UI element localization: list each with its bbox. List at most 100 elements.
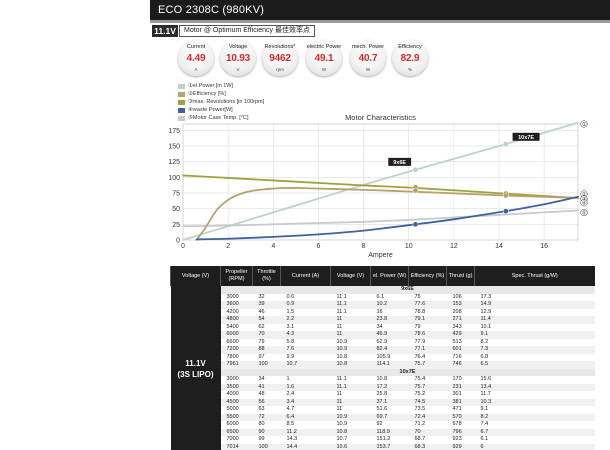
table-cell: 77.9 [408, 338, 447, 346]
column-header: Voltage (V) [170, 266, 221, 286]
performance-table: Voltage (V) Propeller (RPM) Throttle (%)… [170, 266, 595, 450]
table-cell: 23.8 [370, 316, 409, 324]
voltage-cell-value: 11.1V [185, 358, 206, 368]
table-cell: 16 [370, 308, 409, 316]
table-row: 5500 72 6.4 10.9 69.7 72.4 570 8.2 [171, 413, 595, 421]
table-cell: 7800 [220, 353, 253, 361]
voltage-tag: 11.1V [152, 25, 178, 37]
table-cell: 10.1 [474, 323, 595, 331]
table-cell: 10.9 [330, 338, 371, 346]
table-cell: 2.4 [280, 391, 331, 399]
table-cell: 5000 [220, 406, 253, 414]
table-cell: 4.3 [280, 331, 331, 339]
table-cell: 75.4 [408, 376, 447, 384]
table-cell: 71.2 [408, 421, 447, 429]
table-cell: 51.6 [370, 406, 409, 414]
table-cell: 46 [252, 308, 281, 316]
legend-swatch [178, 99, 185, 105]
data-point [412, 166, 419, 173]
table-cell: 34 [252, 376, 281, 384]
legend-item: ①el.Power [in 1W] [178, 82, 378, 90]
table-cell: 343 [446, 323, 475, 331]
table-cell: 929 [446, 443, 475, 450]
table-cell: 271 [446, 316, 475, 324]
table-group-label: 9x6E [220, 286, 595, 294]
table-cell: 68.7 [408, 436, 447, 444]
table-cell: 10.9 [330, 413, 371, 421]
y-tick-label: 125 [168, 159, 180, 166]
table-cell: 75.2 [408, 391, 447, 399]
metric-unit: A [194, 67, 198, 72]
annotation-tag [512, 132, 540, 141]
metric-unit: W [321, 67, 327, 72]
table-cell: 25.8 [370, 391, 409, 399]
voltage-cell: 11.1V (3S LIPO) [170, 286, 221, 450]
table-cell: 92 [370, 421, 409, 429]
table-cell: 73.5 [408, 406, 447, 414]
table-cell: 10.8 [370, 376, 409, 384]
table-cell: 70 [408, 428, 447, 436]
legend-label: ①el.Power [in 1W] [188, 83, 233, 89]
legend-label: ④waste Power[W] [188, 107, 233, 113]
metrics-row: Current 4.49 A Voltage 10.93 V Revolutio… [178, 40, 428, 76]
y-tick-label: 50 [172, 206, 180, 213]
legend-swatch [178, 115, 185, 121]
table-cell: 10.9 [330, 346, 371, 354]
table-cell: 97 [252, 353, 281, 361]
table-cell: 3000 [220, 293, 253, 301]
legend-swatch [178, 91, 185, 97]
metric-unit: rpm [276, 67, 284, 72]
table-row: 5400 62 3.1 11 34 79 343 10.1 [171, 323, 595, 331]
table-cell: 56 [252, 398, 281, 406]
annotation-label: 9x6E [393, 160, 406, 166]
series-line [195, 195, 579, 241]
table-cell: 1 [280, 376, 331, 384]
table-cell: 570 [446, 413, 475, 421]
x-tick-label: 16 [540, 243, 548, 250]
table-cell: 10.8 [330, 353, 371, 361]
table-row: 7014 100 14.4 10.6 153.7 68.3 929 6 [171, 443, 595, 450]
metric-value: 4.49 [186, 53, 206, 64]
table-header-row: Voltage (V) Propeller (RPM) Throttle (%)… [170, 266, 595, 286]
table-cell: 7.6 [280, 346, 331, 354]
table-cell: 6000 [220, 331, 253, 339]
metric-label: Revolutions* [264, 44, 296, 50]
annotation-tag [388, 157, 412, 166]
table-cell: 76.4 [408, 353, 447, 361]
x-axis-label: Ampere [368, 252, 393, 259]
table-cell: 62 [252, 323, 281, 331]
series-end-label: ② [582, 191, 587, 198]
table-cell: 11.7 [474, 391, 595, 399]
table-cell: 6.1 [474, 436, 595, 444]
table-cell: 11.1 [330, 383, 371, 391]
table-cell: 32 [252, 293, 281, 301]
table-cell: 6000 [220, 421, 253, 429]
table-cell: 1.5 [280, 308, 331, 316]
legend-item: ②Efficiency [%] [178, 90, 378, 98]
x-tick-label: 6 [316, 243, 320, 250]
table-cell: 114.1 [370, 361, 409, 369]
metric-value: 82.9 [400, 53, 420, 64]
table-cell: 78.6 [408, 331, 447, 339]
table-row: 7961 100 10.7 10.8 114.1 75.7 746 6.5 [171, 361, 595, 369]
table-cell: 105.9 [370, 353, 409, 361]
table-cell: 75 [408, 293, 447, 301]
table-cell: 153 [446, 301, 475, 309]
table-group-row: 10x7E [171, 368, 595, 376]
column-header: Current (A) [280, 266, 331, 286]
table-cell: 46.9 [370, 331, 409, 339]
table-cell: 4000 [220, 391, 253, 399]
y-tick-label: 0 [176, 238, 180, 245]
table-cell: 10.8 [330, 361, 371, 369]
table-cell: 7000 [220, 436, 253, 444]
legend-swatch [178, 83, 185, 89]
column-header: Throttle (%) [252, 266, 281, 286]
table-row: 3000 32 0.6 11.1 6.1 75 106 17.3 [171, 293, 595, 301]
table-cell: 79 [408, 323, 447, 331]
metric-label: Voltage [228, 44, 248, 50]
table-row: 6500 90 11.2 10.8 118.9 70 796 6.7 [171, 428, 595, 436]
table-cell: 11.1 [330, 376, 371, 384]
table-cell: 170 [446, 376, 475, 384]
table-cell: 3600 [220, 301, 253, 309]
series-line [195, 187, 579, 241]
